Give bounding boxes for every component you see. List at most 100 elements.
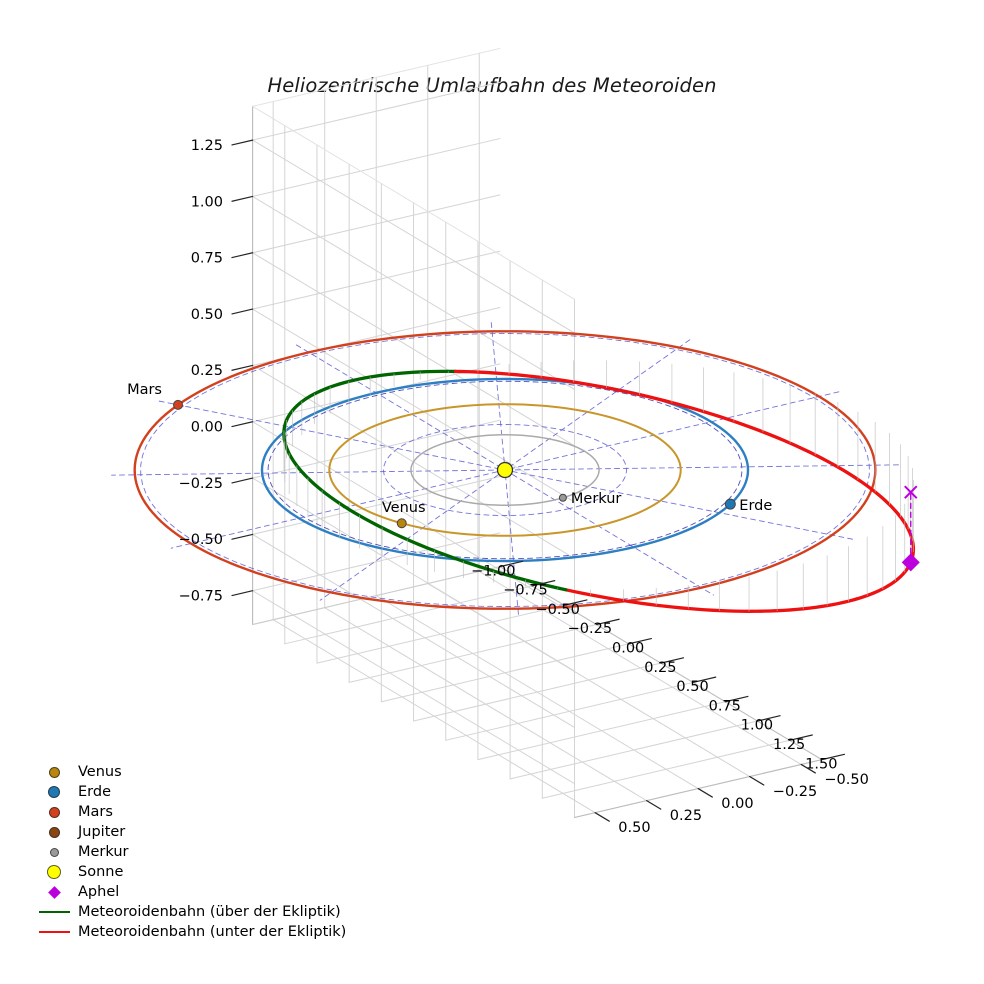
x-tick-5-label: 0.25 xyxy=(644,660,676,676)
orbit-merkur xyxy=(410,434,600,506)
grid-line-wall-left xyxy=(252,533,576,728)
grid-line-wall-left xyxy=(252,252,576,447)
x-tick-9-label: 1.25 xyxy=(773,737,805,753)
orbit-erde-projection xyxy=(267,380,743,560)
body-marker-sonne[interactable] xyxy=(496,461,514,479)
ecliptic-radial-line xyxy=(111,464,899,476)
legend-item-jupiter[interactable]: Jupiter xyxy=(34,822,334,842)
grid-line-wall-left xyxy=(252,590,576,785)
legend-item-aphel[interactable]: Aphel xyxy=(34,882,334,902)
legend-marker-dot xyxy=(48,826,60,838)
grid-line-floor xyxy=(375,595,699,790)
legend-item-meteoroidenbahn[interactable]: Meteoroidenbahn (unter der Ekliptik) xyxy=(34,922,346,942)
z-tick-0-label: −0.75 xyxy=(179,589,223,605)
y-tick-3-label: 0.25 xyxy=(670,808,702,824)
z-tick-2-label: −0.25 xyxy=(179,476,223,492)
meteoroid-orbit-above-ecliptic xyxy=(284,369,458,422)
legend-item-merkur[interactable]: Merkur xyxy=(34,842,334,862)
grid-line-wall-back xyxy=(252,138,501,197)
x-tick-8-label: 1.00 xyxy=(741,718,773,734)
y-tick-1-label: −0.25 xyxy=(773,784,817,800)
grid-line-wall-back xyxy=(252,476,501,535)
x-tick-0-label: −1.00 xyxy=(471,563,515,579)
z-tick-3-mark xyxy=(231,421,254,428)
body-marker-erde[interactable] xyxy=(724,498,736,510)
legend-item-label: Meteoroidenbahn (über der Ekliptik) xyxy=(78,904,341,920)
grid-line-wall-back xyxy=(252,250,501,310)
x-tick-7-mark xyxy=(724,695,749,703)
y-tick-2-mark xyxy=(697,787,713,798)
orbit-erde xyxy=(260,377,750,563)
legend-marker-dot xyxy=(48,806,60,818)
body-marker-venus[interactable] xyxy=(396,518,407,529)
z-tick-4-mark xyxy=(231,364,254,371)
x-tick-10-mark xyxy=(821,753,846,761)
grid-line-wall-left xyxy=(252,421,576,616)
legend-key-line xyxy=(34,930,74,934)
legend-item-label: Sonne xyxy=(78,864,124,880)
z-tick-1-mark xyxy=(231,533,254,540)
y-tick-4-mark xyxy=(594,812,610,822)
z-tick-5-label: 0.50 xyxy=(191,307,223,323)
z-tick-3-label: 0.00 xyxy=(191,420,223,436)
legend-item-mars[interactable]: Mars xyxy=(34,802,334,822)
legend-key-diamond xyxy=(34,885,74,899)
legend-item-label: Jupiter xyxy=(78,824,126,840)
legend-item-label: Aphel xyxy=(78,884,120,900)
z-tick-5-mark xyxy=(231,308,254,315)
grid-line-wall-back xyxy=(252,419,501,479)
x-tick-4-mark xyxy=(628,637,652,645)
legend-key-line xyxy=(34,910,74,914)
legend-item-erde[interactable]: Erde xyxy=(34,782,334,802)
orbit-venus xyxy=(328,403,682,537)
x-tick-3-mark xyxy=(595,618,620,626)
body-marker-merkur[interactable] xyxy=(558,493,567,502)
legend-key-dot xyxy=(34,786,74,798)
y-tick-2-label: 0.00 xyxy=(721,796,753,812)
x-tick-10-label: 1.50 xyxy=(805,756,837,772)
legend-item-label: Meteoroidenbahn (unter der Ekliptik) xyxy=(78,924,347,940)
grid-line-floor xyxy=(324,607,648,802)
z-tick-6-label: 0.75 xyxy=(191,251,223,267)
x-tick-4-label: 0.00 xyxy=(612,641,644,657)
legend-marker-dot xyxy=(48,786,60,798)
legend-key-dot xyxy=(34,806,74,818)
legend-item-label: Venus xyxy=(78,764,122,780)
grid-line-floor xyxy=(478,570,802,765)
x-tick-6-label: 0.50 xyxy=(676,679,708,695)
z-tick-1-label: −0.50 xyxy=(179,532,223,548)
grid-line-wall-left xyxy=(252,195,576,390)
z-tick-6-mark xyxy=(231,252,254,259)
legend-marker-dot xyxy=(49,847,59,857)
y-tick-1-mark xyxy=(749,775,765,786)
aphel-projection-marker xyxy=(904,485,918,499)
legend-key-dot xyxy=(34,766,74,778)
z-tick-0-mark xyxy=(231,590,254,597)
x-tick-3-label: −0.25 xyxy=(568,621,612,637)
body-marker-mars[interactable] xyxy=(173,399,184,410)
x-tick-2-mark xyxy=(563,599,588,606)
x-tick-8-mark xyxy=(756,715,781,722)
body-label-mars: Mars xyxy=(127,382,162,398)
grid-line-wall-left xyxy=(252,139,576,334)
z-tick-8-label: 1.25 xyxy=(191,138,223,154)
x-tick-2-label: −0.50 xyxy=(535,602,579,618)
legend-item-label: Erde xyxy=(78,784,111,800)
legend-item-meteoroidenbahn[interactable]: Meteoroidenbahn (über der Ekliptik) xyxy=(34,902,341,922)
aphel-marker[interactable] xyxy=(901,553,920,572)
legend-marker-line xyxy=(38,930,70,934)
legend-marker-line xyxy=(38,910,70,914)
legend-item-sonne[interactable]: Sonne xyxy=(34,862,334,882)
x-tick-7-label: 0.75 xyxy=(709,698,741,714)
body-label-merkur: Merkur xyxy=(571,491,622,507)
legend-item-label: Mars xyxy=(78,804,113,820)
y-tick-4-label: 0.50 xyxy=(618,820,650,836)
legend-item-venus[interactable]: Venus xyxy=(34,762,334,782)
z-tick-7-label: 1.00 xyxy=(191,194,223,210)
y-tick-3-mark xyxy=(646,800,662,810)
x-tick-1-mark xyxy=(531,580,556,587)
legend-marker-dot xyxy=(47,865,61,879)
x-tick-5-mark xyxy=(660,657,685,664)
